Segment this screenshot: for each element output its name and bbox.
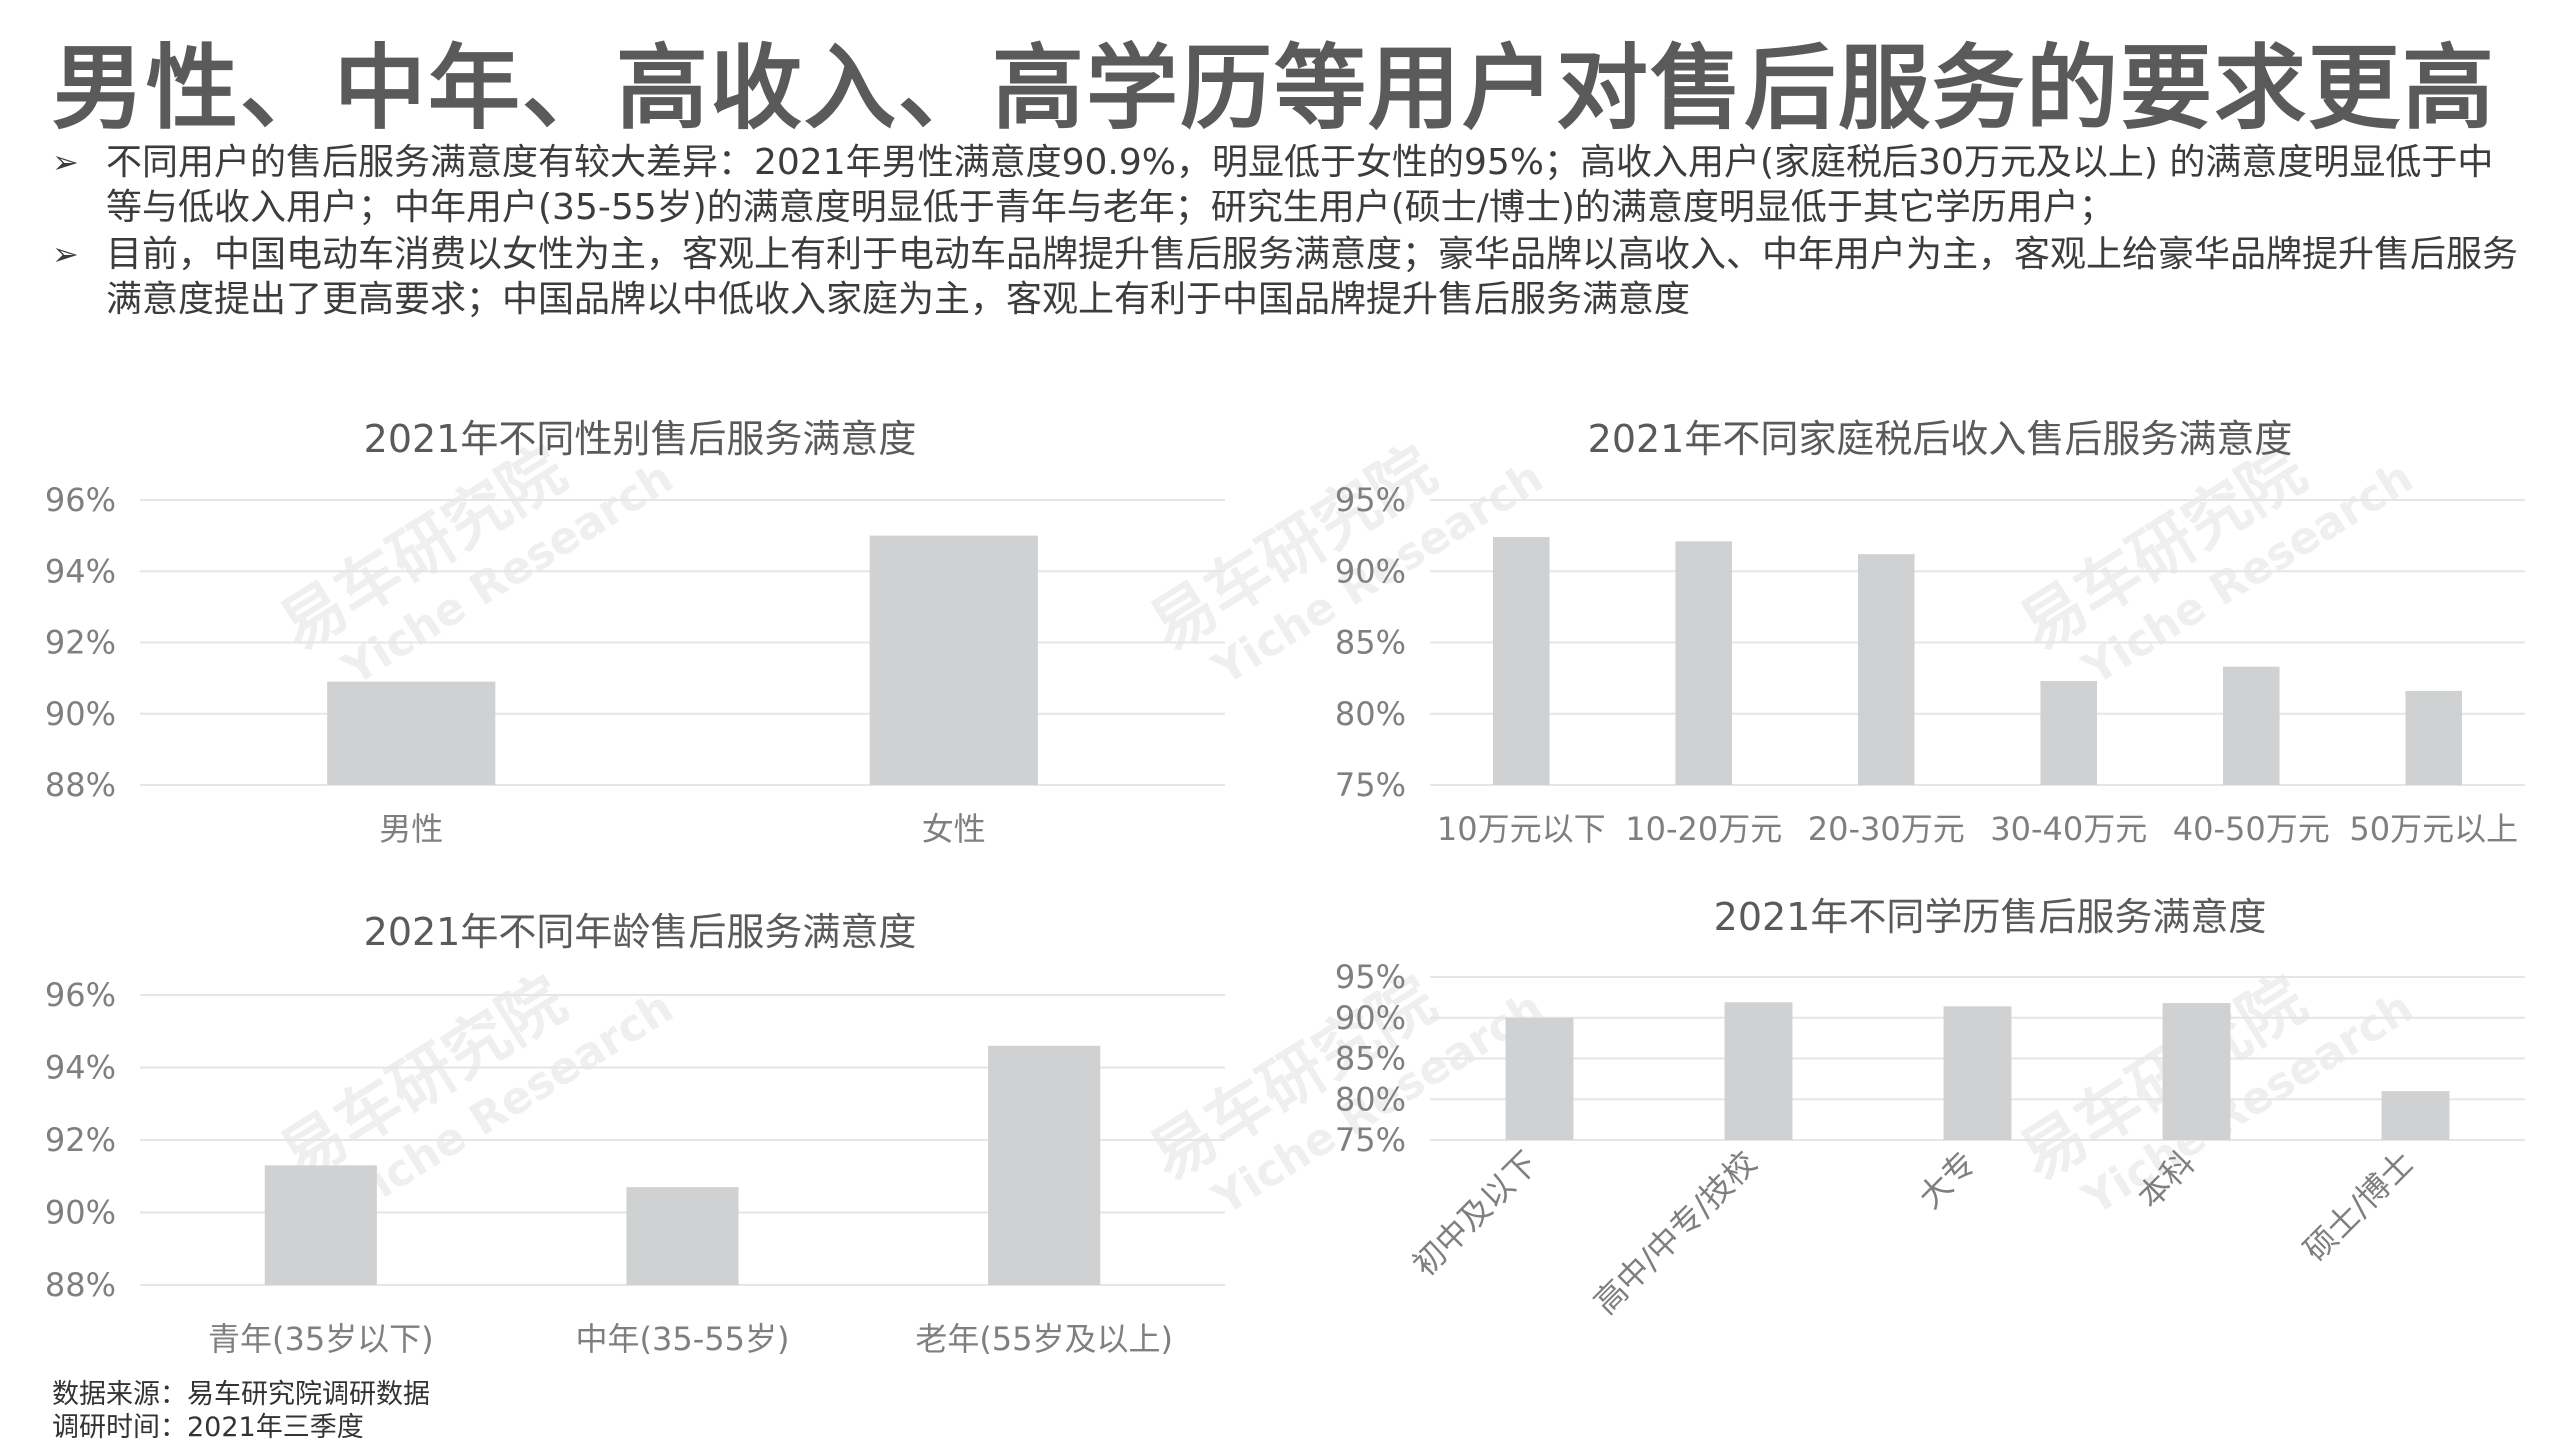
survey-period-note: 调研时间：2021年三季度 bbox=[52, 1412, 364, 1443]
bar bbox=[1857, 554, 1915, 785]
y-tick-label: 75% bbox=[1335, 766, 1406, 804]
y-tick-label: 90% bbox=[45, 695, 116, 733]
bar bbox=[988, 1045, 1101, 1285]
y-tick-label: 95% bbox=[1335, 481, 1406, 519]
bar bbox=[2040, 680, 2098, 785]
y-tick-label: 88% bbox=[45, 766, 116, 804]
x-tick-label: 20-30万元 bbox=[1808, 810, 1965, 848]
y-tick-label: 92% bbox=[45, 624, 116, 662]
data-source-note: 数据来源：易车研究院调研数据 bbox=[52, 1379, 430, 1410]
x-tick-label: 初中及以下 bbox=[1405, 1144, 1545, 1284]
education-satisfaction-chart: 2021年不同学历售后服务满意度 75% 80% 85% 90% 95% 初中及以下 高中/中… bbox=[1300, 880, 2559, 1370]
y-tick-label: 94% bbox=[45, 552, 116, 590]
x-tick-label: 女性 bbox=[922, 810, 986, 848]
chart-title: 2021年不同学历售后服务满意度 bbox=[1714, 895, 2267, 939]
bar bbox=[2222, 666, 2280, 785]
chart-title: 2021年不同家庭税后收入售后服务满意度 bbox=[1588, 417, 2293, 461]
bar bbox=[869, 535, 1038, 785]
bullet-item: ➢ 不同用户的售后服务满意度有较大差异：2021年男性满意度90.9%，明显低于… bbox=[52, 140, 2522, 230]
x-tick-label: 老年(55岁及以上) bbox=[915, 1320, 1173, 1358]
gender-satisfaction-chart: 2021年不同性别售后服务满意度 88% 90% 92% 94% 96% 男性 女性 bbox=[0, 400, 1260, 870]
chart-title: 2021年不同年龄售后服务满意度 bbox=[364, 910, 917, 954]
page-title: 男性、中年、高收入、高学历等用户对售后服务的要求更高 bbox=[52, 35, 2497, 142]
y-tick-label: 96% bbox=[45, 976, 116, 1014]
y-tick-label: 90% bbox=[1335, 552, 1406, 590]
y-tick-label: 85% bbox=[1335, 624, 1406, 662]
x-tick-label: 高中/中专/技校 bbox=[1586, 1144, 1764, 1322]
bullet-text: 不同用户的售后服务满意度有较大差异：2021年男性满意度90.9%，明显低于女性… bbox=[106, 142, 2494, 228]
y-tick-label: 92% bbox=[45, 1121, 116, 1159]
y-tick-label: 95% bbox=[1335, 958, 1406, 996]
x-tick-label: 大专 bbox=[1911, 1144, 1983, 1216]
summary-bullets: ➢ 不同用户的售后服务满意度有较大差异：2021年男性满意度90.9%，明显低于… bbox=[52, 140, 2522, 324]
bar bbox=[1505, 1017, 1574, 1140]
age-satisfaction-chart: 2021年不同年龄售后服务满意度 88% 90% 92% 94% 96% 青年(35岁以下)… bbox=[0, 895, 1260, 1375]
y-tick-label: 80% bbox=[1335, 1080, 1406, 1118]
x-tick-label: 40-50万元 bbox=[2173, 810, 2330, 848]
x-tick-label: 中年(35-55岁) bbox=[576, 1320, 790, 1358]
arrow-bullet-icon: ➢ bbox=[52, 143, 79, 181]
x-tick-label: 10万元以下 bbox=[1437, 810, 1606, 848]
bar bbox=[1724, 1002, 1793, 1140]
y-tick-label: 85% bbox=[1335, 1040, 1406, 1078]
x-tick-label: 青年(35岁以下) bbox=[208, 1320, 434, 1358]
bullet-text: 目前，中国电动车消费以女性为主，客观上有利于电动车品牌提升售后服务满意度；豪华品… bbox=[106, 234, 2519, 320]
arrow-bullet-icon: ➢ bbox=[52, 235, 79, 273]
footer: 数据来源：易车研究院调研数据 调研时间：2021年三季度 bbox=[52, 1378, 430, 1444]
bar bbox=[2381, 1091, 2450, 1140]
x-tick-label: 男性 bbox=[379, 810, 443, 848]
y-tick-label: 90% bbox=[1335, 999, 1406, 1037]
x-tick-label: 50万元以上 bbox=[2349, 810, 2518, 848]
bar bbox=[2405, 690, 2463, 785]
bar bbox=[626, 1187, 739, 1285]
x-tick-label: 30-40万元 bbox=[1990, 810, 2147, 848]
income-satisfaction-chart: 2021年不同家庭税后收入售后服务满意度 75% 80% 85% 90% 95% 10万元以… bbox=[1300, 400, 2559, 870]
y-tick-label: 80% bbox=[1335, 695, 1406, 733]
x-tick-label: 10-20万元 bbox=[1625, 810, 1782, 848]
y-tick-label: 96% bbox=[45, 481, 116, 519]
y-tick-label: 88% bbox=[45, 1266, 116, 1304]
y-tick-label: 94% bbox=[45, 1049, 116, 1087]
bar bbox=[2162, 1003, 2231, 1140]
y-tick-label: 90% bbox=[45, 1194, 116, 1232]
x-tick-label: 硕士/博士 bbox=[2296, 1144, 2421, 1269]
x-tick-label: 本科 bbox=[2130, 1144, 2202, 1216]
bar bbox=[264, 1165, 377, 1285]
chart-title: 2021年不同性别售后服务满意度 bbox=[364, 417, 917, 461]
bar bbox=[1943, 1006, 2012, 1140]
bar bbox=[1492, 537, 1550, 785]
y-tick-label: 75% bbox=[1335, 1121, 1406, 1159]
bar bbox=[327, 681, 496, 785]
bullet-item: ➢ 目前，中国电动车消费以女性为主，客观上有利于电动车品牌提升售后服务满意度；豪… bbox=[52, 232, 2522, 322]
bar bbox=[1675, 541, 1733, 785]
